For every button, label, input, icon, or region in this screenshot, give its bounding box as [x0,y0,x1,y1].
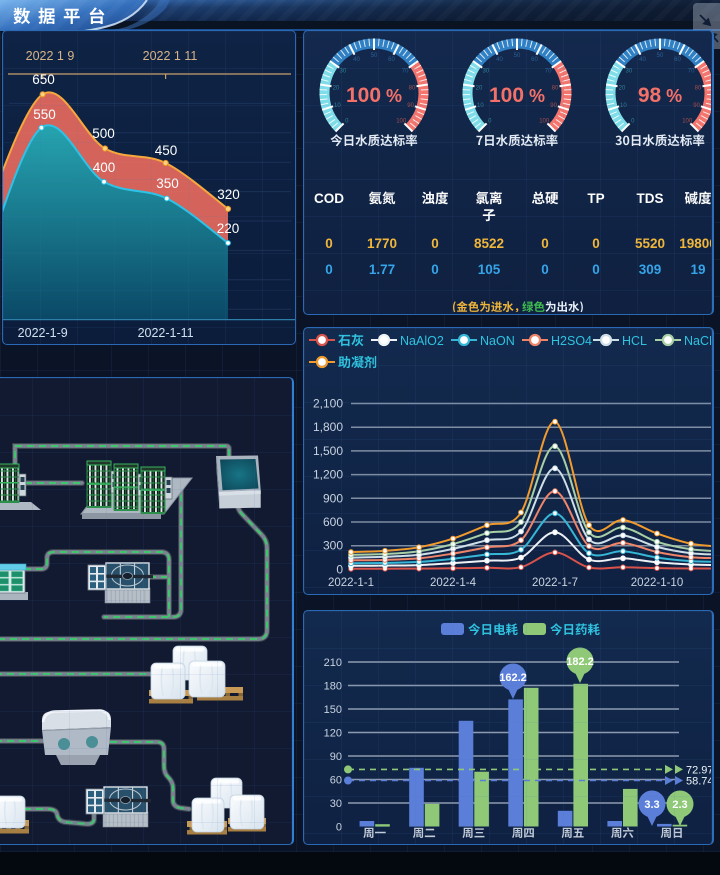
svg-text:H2SO4: H2SO4 [551,334,592,348]
svg-text:0: 0 [431,236,439,251]
svg-text:5520: 5520 [635,236,665,251]
svg-text:3.3: 3.3 [644,799,659,811]
svg-text:19: 19 [690,262,705,277]
svg-text:30: 30 [626,69,633,75]
svg-text:0: 0 [592,236,600,251]
svg-text:1,500: 1,500 [313,444,343,458]
svg-text:NaAlO2: NaAlO2 [400,334,444,348]
svg-text:60: 60 [674,57,681,63]
svg-text:400: 400 [93,160,116,175]
svg-text:30: 30 [483,69,490,75]
svg-text:NaON: NaON [480,334,515,348]
svg-text:0: 0 [325,236,333,251]
svg-text:70: 70 [688,69,695,75]
svg-text:10: 10 [477,103,484,109]
svg-text:90: 90 [693,103,700,109]
svg-text:30: 30 [340,69,347,75]
svg-text:210: 210 [324,657,342,669]
svg-text:20: 20 [619,85,626,91]
svg-text:10: 10 [334,103,341,109]
svg-text:58.74: 58.74 [686,776,711,788]
svg-text:70: 70 [402,69,409,75]
svg-text:20: 20 [476,85,483,91]
svg-text:300: 300 [323,539,343,553]
svg-text:120: 120 [324,728,342,740]
svg-text:180: 180 [324,681,342,693]
svg-text:TDS: TDS [637,191,664,206]
svg-text:550: 550 [33,107,56,122]
svg-text:100 %: 100 % [346,84,402,107]
svg-text:90: 90 [407,103,414,109]
svg-text:72.97: 72.97 [686,764,711,776]
svg-text:0: 0 [631,119,635,125]
svg-text:COD: COD [314,191,344,206]
svg-text:2022-1-1: 2022-1-1 [328,577,374,589]
svg-text:2022 1 9: 2022 1 9 [26,49,75,63]
svg-text:1.77: 1.77 [369,262,395,277]
svg-text:2022-1-4: 2022-1-4 [430,577,477,589]
svg-text:80: 80 [409,85,416,91]
svg-text:2022 1 11: 2022 1 11 [143,49,198,63]
svg-text:100: 100 [396,119,407,125]
svg-text:100: 100 [539,119,550,125]
svg-text:350: 350 [156,176,179,191]
svg-text:40: 40 [496,57,503,63]
svg-text:0: 0 [592,262,600,277]
svg-text:HCL: HCL [622,334,647,348]
svg-text:90: 90 [330,751,342,763]
svg-text:10: 10 [620,103,627,109]
svg-text:90: 90 [550,103,557,109]
svg-text:0: 0 [488,119,492,125]
svg-text:2.3: 2.3 [672,799,687,811]
svg-text:0: 0 [325,262,333,277]
svg-text:0: 0 [541,236,549,251]
svg-text:0: 0 [336,822,342,834]
svg-text:309: 309 [639,262,662,277]
svg-text:500: 500 [92,126,115,141]
svg-text:50: 50 [371,53,378,59]
svg-text:60: 60 [330,775,342,787]
svg-text:60: 60 [531,57,538,63]
svg-text:60: 60 [388,57,395,63]
svg-text:NaCLO: NaCLO [684,334,711,348]
svg-text:220: 220 [217,221,240,236]
svg-text:2022-1-9: 2022-1-9 [18,326,68,340]
svg-text:162.2: 162.2 [499,672,527,684]
svg-text:98 %: 98 % [638,84,682,107]
svg-text:50: 50 [514,53,521,59]
svg-text:320: 320 [217,187,240,202]
svg-text:150: 150 [324,704,342,716]
svg-text:0: 0 [431,262,439,277]
svg-text:2022-1-11: 2022-1-11 [138,326,194,340]
svg-text:80: 80 [695,85,702,91]
svg-text:30: 30 [330,798,342,810]
svg-text:105: 105 [478,262,501,277]
svg-text:20: 20 [333,85,340,91]
svg-text:650: 650 [32,72,55,87]
svg-text:100 %: 100 % [489,84,545,107]
svg-text:100: 100 [682,119,693,125]
svg-text:70: 70 [545,69,552,75]
svg-text:0: 0 [336,562,343,576]
svg-text:1,200: 1,200 [313,468,343,482]
svg-text:40: 40 [639,57,646,63]
svg-text:900: 900 [323,491,343,505]
svg-text:50: 50 [657,53,664,59]
svg-text:2022-1-10: 2022-1-10 [631,577,683,589]
svg-text:450: 450 [155,143,178,158]
svg-text:0: 0 [345,119,349,125]
svg-text:600: 600 [323,515,343,529]
svg-text:182.2: 182.2 [566,656,594,668]
svg-text:80: 80 [552,85,559,91]
svg-text:1,800: 1,800 [313,420,343,434]
svg-text:1770: 1770 [367,236,397,251]
svg-text:8522: 8522 [474,236,504,251]
svg-text:2022-1-7: 2022-1-7 [532,577,578,589]
svg-text:40: 40 [353,57,360,63]
svg-text:TP: TP [587,191,604,206]
svg-text:0: 0 [541,262,549,277]
svg-text:2,100: 2,100 [313,397,343,411]
